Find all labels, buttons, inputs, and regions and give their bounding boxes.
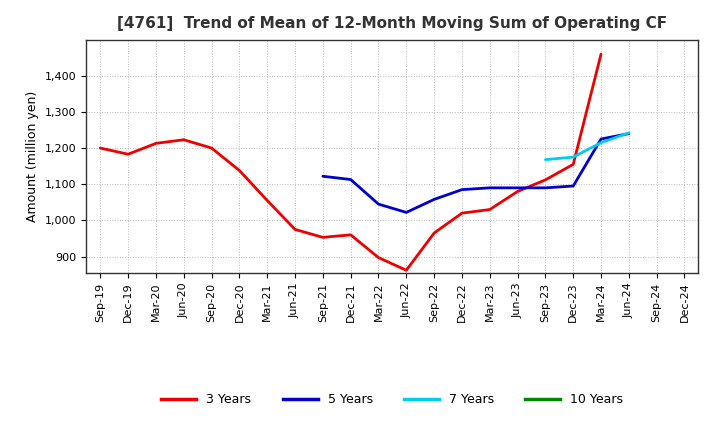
5 Years — [402, 210, 410, 215]
3 Years — [541, 177, 550, 183]
3 Years — [374, 255, 383, 260]
3 Years — [485, 207, 494, 212]
Title: [4761]  Trend of Mean of 12-Month Moving Sum of Operating CF: [4761] Trend of Mean of 12-Month Moving … — [117, 16, 667, 32]
3 Years — [207, 146, 216, 151]
3 Years — [430, 231, 438, 236]
5 Years — [513, 185, 522, 191]
5 Years — [624, 131, 633, 136]
5 Years — [597, 136, 606, 142]
3 Years — [263, 198, 271, 203]
5 Years — [485, 185, 494, 191]
Line: 3 Years: 3 Years — [100, 54, 601, 270]
3 Years — [96, 146, 104, 151]
3 Years — [152, 141, 161, 146]
Line: 5 Years: 5 Years — [323, 134, 629, 213]
5 Years — [569, 183, 577, 189]
3 Years — [318, 235, 327, 240]
7 Years — [569, 154, 577, 160]
7 Years — [541, 157, 550, 162]
Y-axis label: Amount (million yen): Amount (million yen) — [27, 91, 40, 222]
7 Years — [597, 140, 606, 145]
3 Years — [124, 151, 132, 157]
Line: 7 Years: 7 Years — [546, 133, 629, 160]
3 Years — [346, 232, 355, 238]
3 Years — [513, 189, 522, 194]
Legend: 3 Years, 5 Years, 7 Years, 10 Years: 3 Years, 5 Years, 7 Years, 10 Years — [156, 388, 629, 411]
5 Years — [318, 174, 327, 179]
3 Years — [235, 168, 243, 173]
5 Years — [430, 197, 438, 202]
5 Years — [541, 185, 550, 191]
5 Years — [374, 202, 383, 207]
3 Years — [458, 210, 467, 216]
3 Years — [597, 51, 606, 57]
3 Years — [569, 161, 577, 167]
3 Years — [402, 268, 410, 273]
3 Years — [179, 137, 188, 143]
5 Years — [458, 187, 467, 192]
3 Years — [291, 227, 300, 232]
7 Years — [624, 130, 633, 136]
5 Years — [346, 177, 355, 182]
